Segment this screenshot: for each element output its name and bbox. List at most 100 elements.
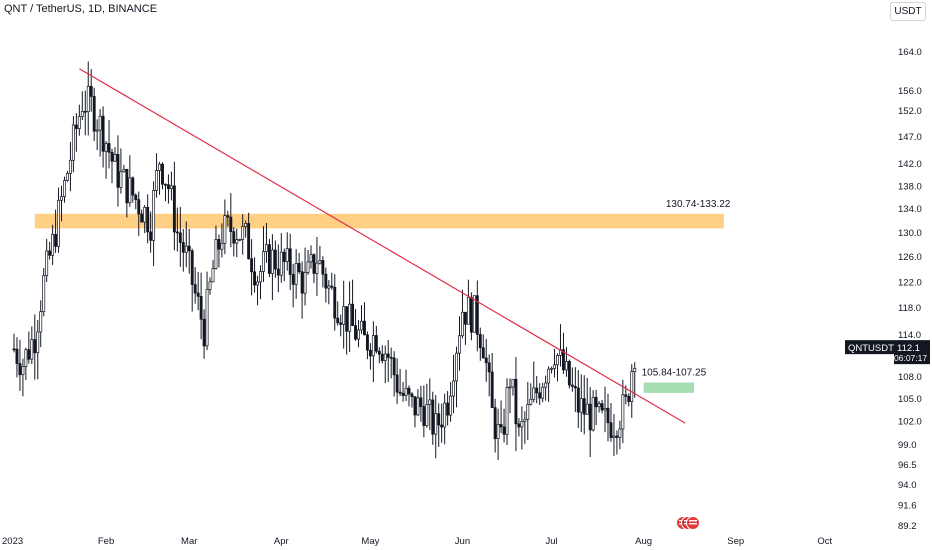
candle-body [48,250,52,256]
x-tick-label: Mar [181,536,197,547]
candle-body [45,250,49,276]
x-tick-label: May [361,536,379,547]
candle-body [253,271,257,286]
candle-body [345,306,349,332]
candle-body [579,398,583,413]
candle-body [220,242,224,250]
candle-body [98,115,102,131]
candle-body [422,406,426,426]
candle-body [205,289,209,347]
candle-body [434,413,438,435]
candle-body [169,185,173,190]
x-tick-label: Jul [545,536,557,547]
candle-body [134,194,138,200]
candle-body [624,394,628,397]
candle-body [395,374,399,393]
candle-body [21,365,25,376]
candle-body [196,292,200,297]
candle-body [110,151,114,162]
candle-body [89,85,93,97]
candle-body [244,223,248,227]
candle-body [95,129,99,132]
x-tick-label: Feb [98,536,114,547]
candle-body [618,428,622,438]
candle-body [279,251,283,276]
y-axis: 164.0 156.0 152.0 147.0 142.0 138.0 134.0 130.0… [898,47,922,532]
candle-body [214,239,218,269]
candle-body [609,422,613,438]
y-tick-label: 152.0 [898,106,922,117]
target-zone-label: 105.84-107.25 [642,368,707,379]
candle-body [235,239,239,244]
candle-body [576,387,580,413]
candle-body [348,303,352,332]
candle-body [208,281,212,290]
y-tick-label: 164.0 [898,47,922,58]
candle-body [241,226,245,240]
candle-body [232,231,236,244]
candle-body [60,196,63,201]
candle-body [357,329,360,340]
candle-body [15,348,19,364]
candle-body [80,110,84,117]
candle-body [211,268,215,283]
candle-body [125,169,129,204]
candle-body [526,404,530,420]
y-tick-label: 134.0 [898,204,922,215]
candle-body [354,325,358,340]
candle-body [547,368,551,384]
candle-body [368,349,372,357]
y-tick-label: 108.0 [898,372,922,383]
candle-body [63,180,66,197]
candle-body [113,153,117,162]
y-tick-label: 102.0 [898,417,922,428]
candle-body [318,260,322,264]
candle-body [193,284,197,294]
chart-title: QNT / TetherUS, 1D, BINANCE [4,3,158,15]
candle-body [461,311,464,337]
candle-body [116,153,120,188]
candle-body [140,213,144,223]
candle-body [401,392,405,396]
events-layer [676,516,700,530]
candle-body [532,387,536,400]
y-tick-label: 91.6 [898,500,917,511]
candle-body [66,173,69,181]
candle-body [490,371,494,408]
candle-body [588,403,592,431]
candle-body [600,403,604,411]
candle-body [428,399,432,405]
candle-body [288,248,292,275]
candle-body [30,339,34,360]
candle-body [472,295,476,333]
x-tick-label: Oct [817,536,832,547]
candle-body [585,403,589,415]
candle-body [529,398,533,405]
candle-body [440,424,444,428]
candle-body [137,199,141,215]
candle-body [262,251,265,272]
candle-body [217,239,221,250]
candle-body [389,357,393,359]
candle-body [523,418,527,422]
candle-body [291,274,295,285]
candle-body [351,303,355,326]
candle-body [51,234,55,256]
candle-body [511,378,515,388]
candle-body [223,215,227,244]
candle-body [374,335,378,352]
candle-body [567,360,571,386]
candle-body [306,261,310,273]
candle-body [92,96,96,132]
candle-body [615,435,619,438]
candle-body [437,413,441,426]
candle-body [107,143,111,153]
currency-button[interactable]: USDT [890,2,926,21]
candle-body [508,386,512,389]
candle-body [315,262,319,274]
candle-body [342,306,346,325]
x-axis: 2023 Feb Mar Apr May Jun Jul Aug Sep Oct [2,536,833,547]
candle-body [256,281,259,286]
candle-body [383,353,387,361]
